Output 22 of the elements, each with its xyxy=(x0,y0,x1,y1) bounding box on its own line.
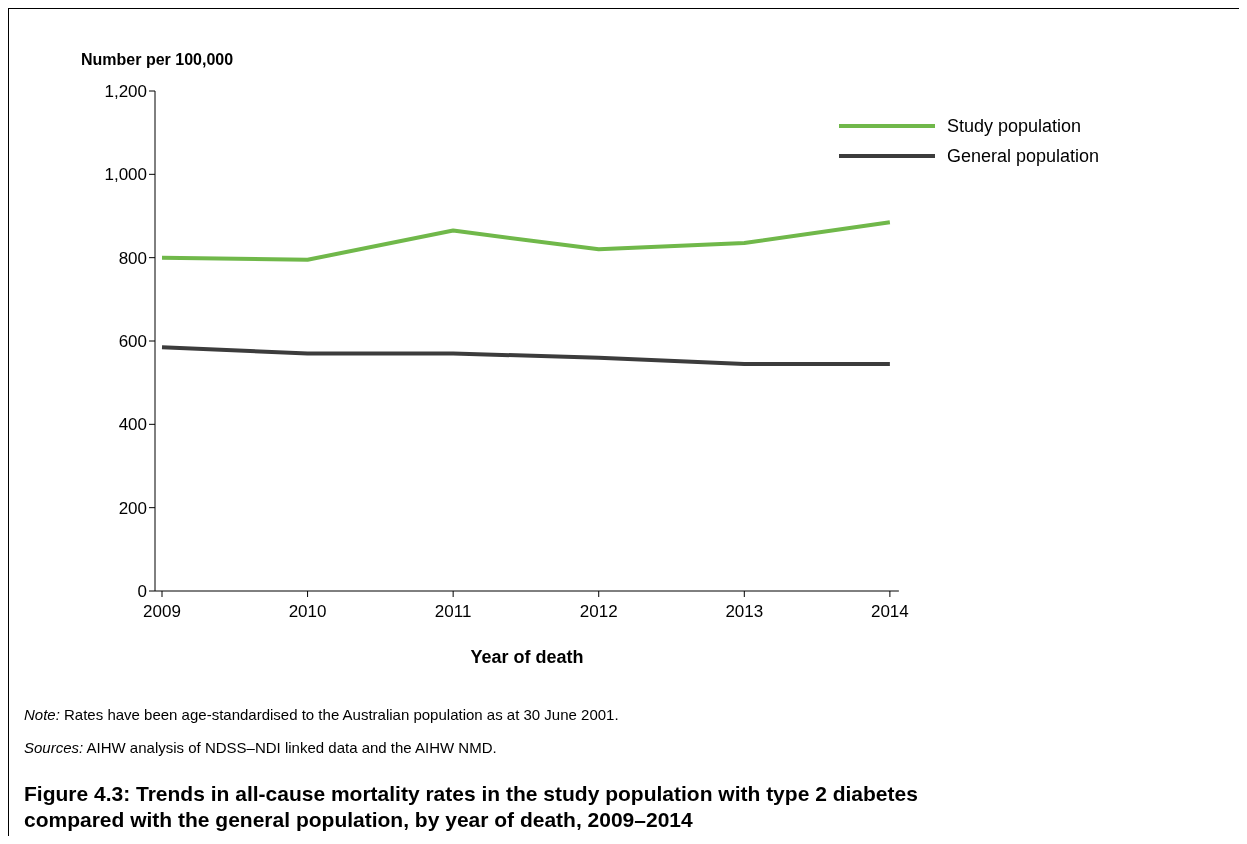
y-tick-label: 1,200 xyxy=(104,82,147,102)
y-tick-label: 800 xyxy=(118,248,147,268)
source-note: Sources: AIHW analysis of NDSS–NDI linked data and the AIHW NMD. xyxy=(24,739,497,756)
text: General population xyxy=(946,145,1099,168)
x-tick-label: 2012 xyxy=(579,602,618,622)
y-axis-title: Number per 100,000 xyxy=(81,51,234,69)
x-tick-label: 2014 xyxy=(870,602,909,622)
y-tick-label: 600 xyxy=(118,332,147,352)
x-tick-label: 2010 xyxy=(288,602,327,622)
text: Note: Rates have been age-standardised to the Australian population as at 30 June 2001. xyxy=(24,706,619,723)
y-tick-label: 200 xyxy=(118,498,147,518)
line-series xyxy=(160,345,892,366)
x-tick-label: 2013 xyxy=(725,602,764,622)
x-axis-title: Year of death xyxy=(470,647,584,667)
y-tick-label: 400 xyxy=(118,415,147,435)
text: Figure 4.3: Trends in all-cause mortality rates in the study population with type 2 diabetes compared with the general population, by year of death, 2009–2014 xyxy=(24,781,919,833)
text: Study population xyxy=(946,115,1081,138)
y-tick-label: 1,000 xyxy=(104,165,147,185)
y-tick-label: 0 xyxy=(137,582,147,602)
line-series xyxy=(160,220,892,262)
x-tick-label: 2011 xyxy=(434,602,472,622)
x-tick-label: 2009 xyxy=(143,602,181,622)
